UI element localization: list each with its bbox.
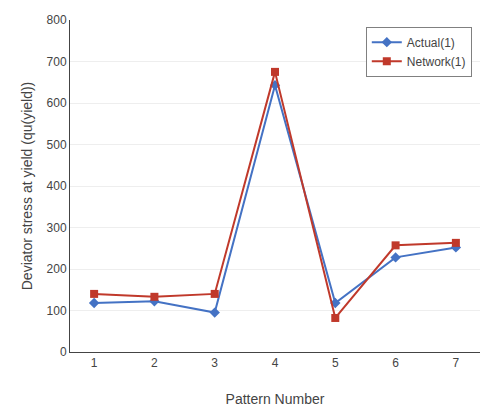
svg-text:3: 3 — [211, 356, 218, 370]
svg-text:1: 1 — [91, 356, 98, 370]
svg-text:4: 4 — [272, 356, 279, 370]
svg-text:200: 200 — [47, 262, 67, 276]
svg-text:100: 100 — [47, 304, 67, 318]
svg-text:Pattern Number: Pattern Number — [226, 391, 325, 407]
svg-text:0: 0 — [60, 345, 67, 359]
svg-text:600: 600 — [47, 96, 67, 110]
svg-text:Network(1): Network(1) — [407, 55, 466, 69]
svg-text:7: 7 — [453, 356, 460, 370]
svg-text:Actual(1): Actual(1) — [407, 36, 455, 50]
svg-text:6: 6 — [392, 356, 399, 370]
svg-text:300: 300 — [47, 221, 67, 235]
svg-text:700: 700 — [47, 55, 67, 69]
svg-text:400: 400 — [47, 179, 67, 193]
svg-text:2: 2 — [151, 356, 158, 370]
svg-text:500: 500 — [47, 138, 67, 152]
svg-text:5: 5 — [332, 356, 339, 370]
svg-text:800: 800 — [47, 13, 67, 27]
svg-text:Deviator stress at yield (qu(y: Deviator stress at yield (qu(yield)) — [19, 82, 35, 291]
